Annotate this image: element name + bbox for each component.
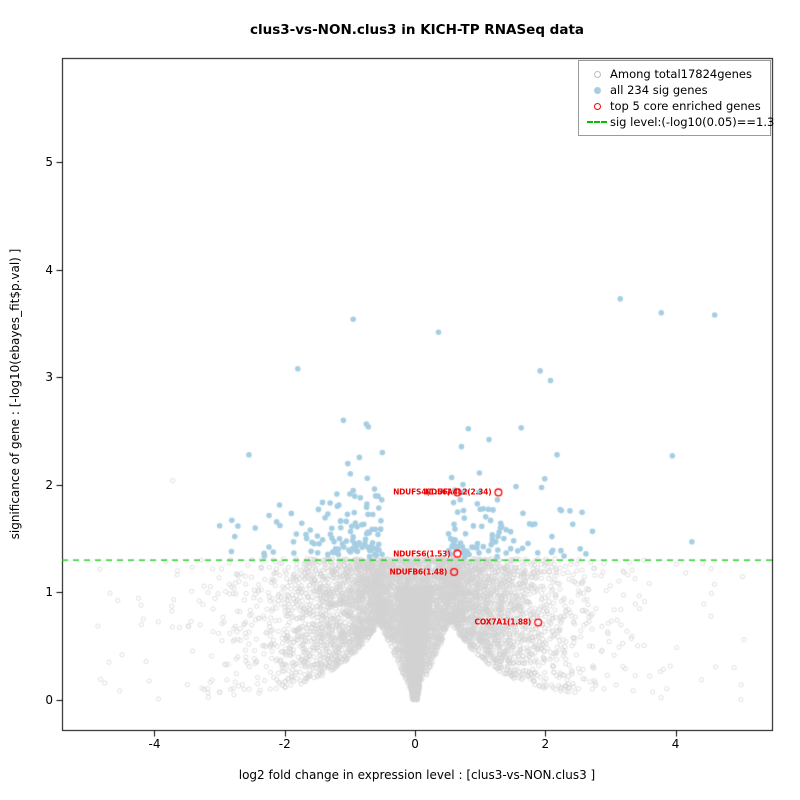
open-circle-icon: [584, 102, 610, 110]
x-tick-label: -4: [148, 737, 161, 751]
y-tick-label: 2: [45, 477, 53, 492]
legend: Among total17824genes all 234 sig genes to…: [578, 60, 774, 136]
y-tick-label: 0: [45, 692, 53, 707]
gene-label: NDUFS6(1.53): [393, 549, 451, 559]
x-tick-label: 4: [671, 737, 680, 751]
legend-item: sig level:(-log10(0.05)==1.3: [584, 114, 774, 130]
legend-item: all 234 sig genes: [584, 82, 766, 98]
y-tick-label: 4: [45, 262, 53, 277]
gene-label: COX7A1(1.88): [474, 617, 532, 627]
y-axis-label: significance of gene : [-log10(ebayes_fi…: [8, 248, 22, 540]
y-tick-label: 1: [45, 585, 53, 600]
x-tick-label: 2: [541, 737, 550, 751]
legend-label: sig level:(-log10(0.05)==1.3: [610, 115, 775, 129]
legend-label: all 234 sig genes: [610, 83, 708, 97]
legend-label: top 5 core enriched genes: [610, 99, 761, 113]
filled-circle-icon: [584, 86, 610, 94]
dashed-line-icon: [584, 121, 610, 123]
y-tick-label: 5: [45, 155, 53, 170]
gene-label: NDUFA4L2(2.34): [424, 487, 492, 497]
y-tick-label: 3: [45, 370, 53, 385]
legend-label: Among total17824genes: [610, 67, 752, 81]
legend-item: Among total17824genes: [584, 66, 766, 82]
legend-item: top 5 core enriched genes: [584, 98, 766, 114]
open-circle-icon: [584, 70, 610, 78]
chart-title: clus3-vs-NON.clus3 in KICH-TP RNASeq dat…: [249, 22, 585, 38]
x-tick-label: -2: [278, 737, 291, 751]
gene-label: NDUFS4(1.56): [393, 487, 451, 497]
x-axis-label: log2 fold change in expression level : […: [238, 768, 596, 782]
gene-label: NDUFB6(1.48): [389, 567, 448, 577]
x-tick-label: 0: [411, 737, 419, 751]
